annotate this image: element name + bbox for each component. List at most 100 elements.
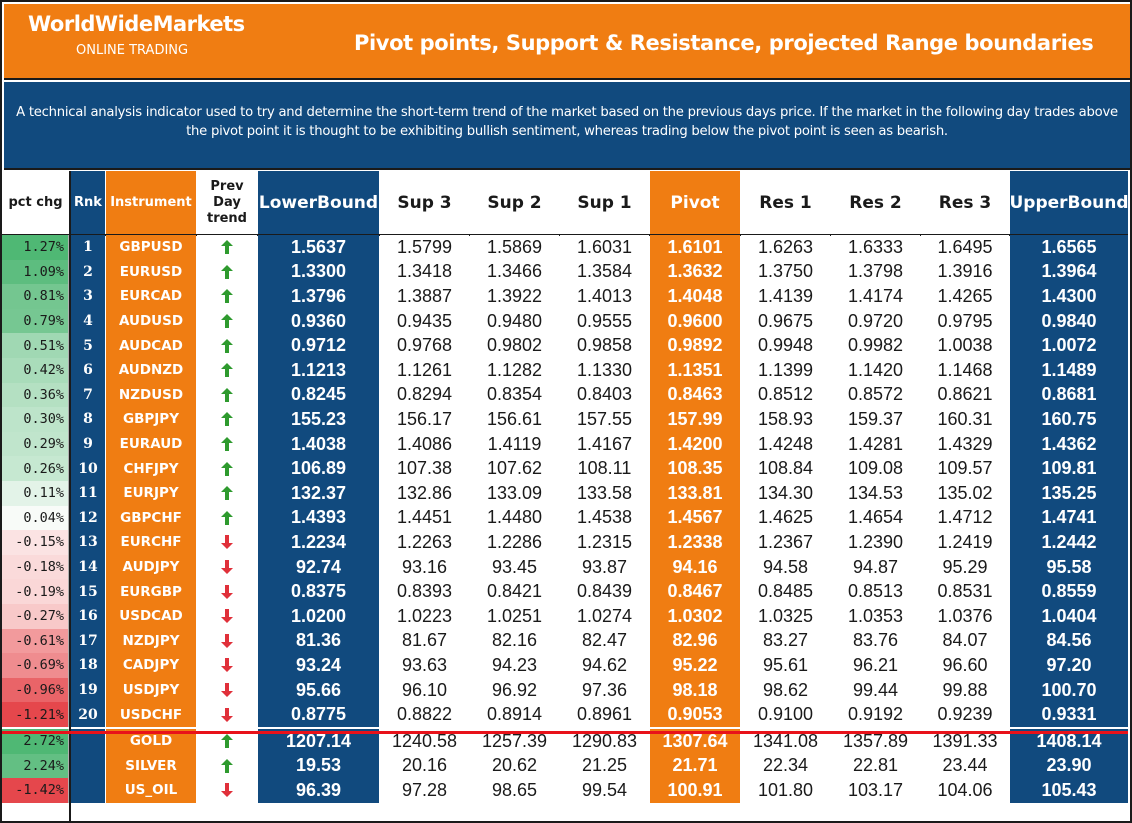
column-header-pct: pct chg (2, 171, 69, 235)
column-header-res3: Res 3 (921, 171, 1009, 235)
cell-lower: 1.3796 (258, 284, 379, 309)
cell-sup3: 0.8822 (380, 702, 469, 727)
cell-instrument: GBPCHF (106, 505, 196, 531)
cell-pivot: 1.6101 (650, 235, 740, 260)
cell-pivot: 82.96 (650, 628, 740, 654)
cell-instrument: EURAUD (106, 431, 196, 457)
cell-sup1: 1.4013 (560, 284, 649, 309)
trend-up-arrow-icon (197, 308, 257, 334)
cell-instrument: USDCHF (106, 702, 196, 727)
cell-lower: 19.53 (258, 753, 379, 779)
cell-upper: 1.4362 (1010, 431, 1128, 457)
cell-pct: 0.51% (2, 333, 69, 358)
cell-upper: 1.4300 (1010, 284, 1128, 309)
cell-res1: 0.9100 (741, 702, 830, 727)
cell-sup3: 1.3418 (380, 259, 469, 285)
cell-res3: 1.3916 (921, 259, 1009, 285)
cell-lower: 92.74 (258, 554, 379, 580)
column-header-sup3: Sup 3 (380, 171, 469, 235)
cell-lower: 132.37 (258, 481, 379, 506)
cell-instrument: USDJPY (106, 677, 196, 703)
cell-rnk: 1 (71, 235, 105, 260)
cell-res3: 135.02 (921, 481, 1009, 506)
cell-sup1: 0.9858 (560, 333, 649, 358)
cell-res1: 101.80 (741, 778, 830, 803)
cell-upper: 0.8559 (1010, 579, 1128, 604)
brand-name: WorldWideMarkets (28, 12, 245, 36)
cell-pivot: 100.91 (650, 778, 740, 803)
cell-res2: 0.8513 (831, 579, 920, 604)
cell-res3: 96.60 (921, 653, 1009, 678)
cell-rnk: 10 (71, 456, 105, 481)
cell-upper: 109.81 (1010, 456, 1128, 481)
cell-rnk: 13 (71, 530, 105, 555)
cell-sup3: 0.8393 (380, 579, 469, 604)
cell-upper: 0.9840 (1010, 308, 1128, 334)
cell-sup2: 82.16 (470, 628, 559, 654)
cell-pct: 1.27% (2, 235, 69, 260)
cell-res2: 134.53 (831, 481, 920, 506)
cell-res2: 1.2390 (831, 530, 920, 555)
cell-sup2: 1.2286 (470, 530, 559, 555)
cell-sup1: 0.8439 (560, 579, 649, 604)
cell-res3: 84.07 (921, 628, 1009, 654)
cell-instrument: NZDUSD (106, 382, 196, 408)
cell-res1: 108.84 (741, 456, 830, 481)
cell-pivot: 98.18 (650, 677, 740, 703)
cell-res2: 22.81 (831, 753, 920, 779)
cell-lower: 96.39 (258, 778, 379, 803)
cell-pct: 0.79% (2, 308, 69, 334)
cell-res2: 0.8572 (831, 382, 920, 408)
cell-rnk: 18 (71, 653, 105, 678)
cell-res3: 0.9239 (921, 702, 1009, 727)
trend-up-arrow-icon (197, 259, 257, 285)
trend-down-arrow-icon (197, 628, 257, 654)
cell-upper: 1.3964 (1010, 259, 1128, 285)
cell-instrument: AUDUSD (106, 308, 196, 334)
cell-sup1: 93.87 (560, 554, 649, 580)
cell-lower: 1.0200 (258, 604, 379, 629)
cell-instrument: CADJPY (106, 653, 196, 678)
cell-pivot: 1.2338 (650, 530, 740, 555)
header-banner: WorldWideMarkets ONLINE TRADING Pivot po… (4, 4, 1130, 80)
cell-rnk: 16 (71, 604, 105, 629)
cell-sup2: 1.5869 (470, 235, 559, 260)
column-header-sup2: Sup 2 (470, 171, 559, 235)
cell-upper: 0.9331 (1010, 702, 1128, 727)
cell-sup2: 0.8914 (470, 702, 559, 727)
cell-res1: 22.34 (741, 753, 830, 779)
cell-res3: 1.0038 (921, 333, 1009, 358)
cell-pivot: 0.8467 (650, 579, 740, 604)
column-divider (69, 171, 71, 821)
cell-res1: 134.30 (741, 481, 830, 506)
cell-res3: 1.4265 (921, 284, 1009, 309)
cell-res2: 109.08 (831, 456, 920, 481)
cell-pct: 0.30% (2, 407, 69, 432)
cell-sup2: 1.3922 (470, 284, 559, 309)
column-header-res2: Res 2 (831, 171, 920, 235)
cell-sup3: 1.1261 (380, 358, 469, 383)
cell-sup3: 0.8294 (380, 382, 469, 408)
cell-res2: 1.4654 (831, 505, 920, 531)
cell-sup1: 99.54 (560, 778, 649, 803)
cell-res1: 1.4248 (741, 431, 830, 457)
cell-rnk: 14 (71, 554, 105, 580)
cell-upper: 100.70 (1010, 677, 1128, 703)
cell-rnk: 11 (71, 481, 105, 506)
cell-pivot: 94.16 (650, 554, 740, 580)
cell-res2: 1.4174 (831, 284, 920, 309)
cell-res3: 1.0376 (921, 604, 1009, 629)
cell-sup1: 133.58 (560, 481, 649, 506)
cell-pct: -1.21% (2, 702, 69, 727)
cell-sup1: 1.1330 (560, 358, 649, 383)
cell-sup2: 107.62 (470, 456, 559, 481)
cell-sup2: 1.3466 (470, 259, 559, 285)
cell-pivot: 1.3632 (650, 259, 740, 285)
cell-res3: 99.88 (921, 677, 1009, 703)
cell-res2: 159.37 (831, 407, 920, 432)
cell-pct: -0.61% (2, 628, 69, 654)
cell-sup3: 107.38 (380, 456, 469, 481)
cell-pct: 0.29% (2, 431, 69, 457)
trend-up-arrow-icon (197, 284, 257, 309)
cell-sup2: 1.0251 (470, 604, 559, 629)
